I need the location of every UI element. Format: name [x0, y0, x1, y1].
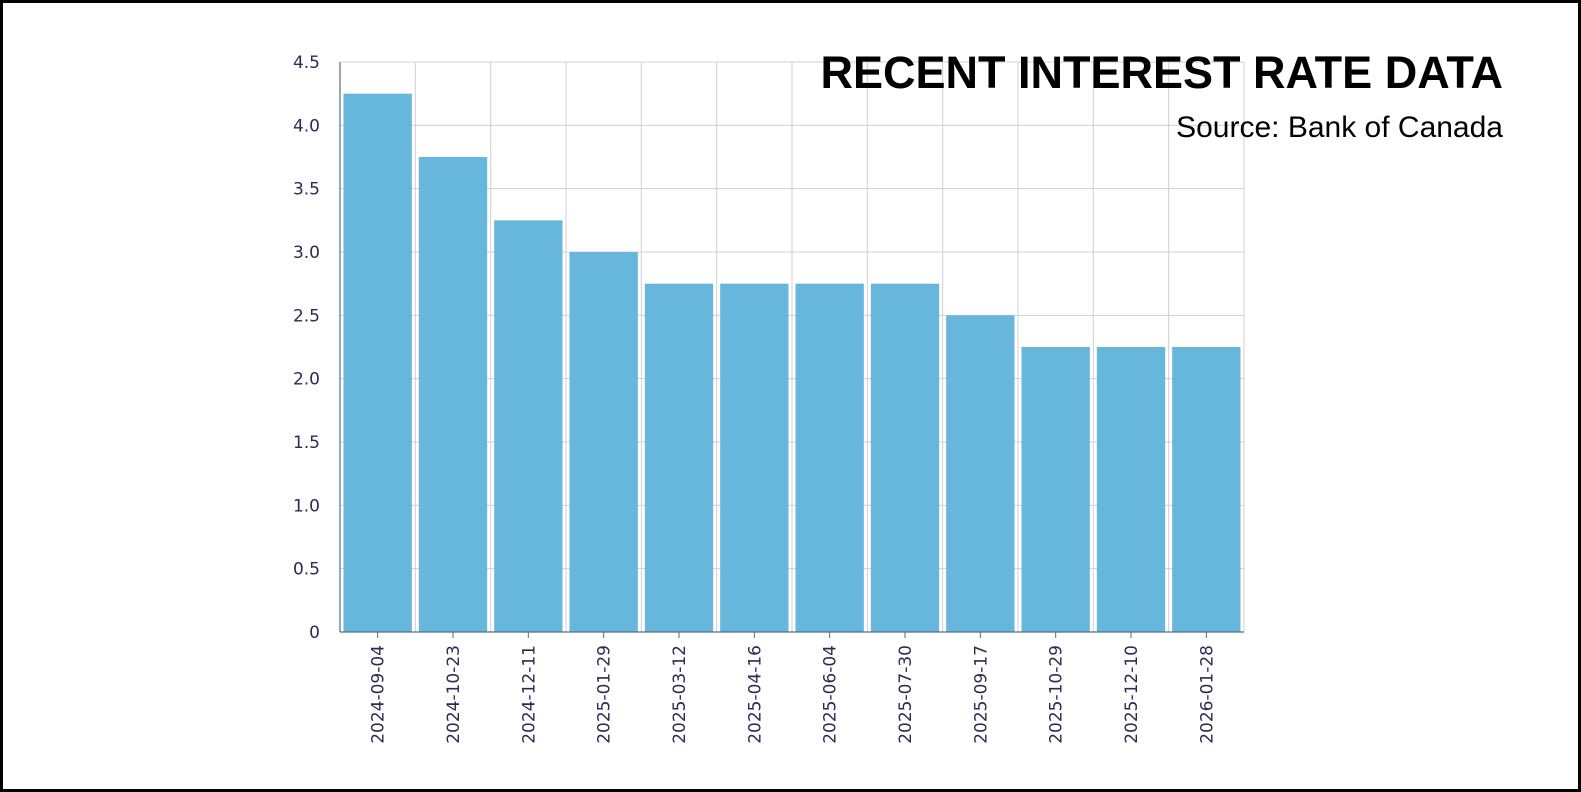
bar: [644, 283, 714, 632]
x-tick-label: 2024-10-23: [444, 645, 464, 744]
y-tick-label: 2.5: [293, 306, 320, 326]
y-tick-label: 0: [309, 623, 320, 643]
bar: [795, 283, 864, 632]
bar: [1021, 347, 1090, 632]
y-tick-label: 4.5: [293, 53, 320, 73]
chart-title: RECENT INTEREST RATE DATA: [821, 47, 1504, 98]
x-tick-label: 2025-07-30: [896, 645, 916, 744]
bar: [1172, 347, 1241, 632]
x-tick-label: 2026-01-28: [1197, 645, 1217, 744]
x-tick-label: 2025-10-29: [1047, 645, 1067, 744]
x-tick-label: 2024-09-04: [369, 645, 389, 744]
x-tick-label: 2025-04-16: [745, 645, 765, 744]
x-tick-label: 2025-12-10: [1122, 645, 1142, 744]
y-tick-label: 4.0: [293, 116, 320, 136]
bar: [720, 283, 789, 632]
x-tick-label: 2025-03-12: [670, 645, 690, 744]
bar: [946, 315, 1015, 632]
y-tick-label: 3.0: [293, 243, 320, 263]
y-tick-labels: 0 0.5 1.0 1.5 2.0 2.5 3.0 3.5 4.0 4.5: [293, 53, 320, 643]
axes: [339, 62, 1244, 638]
y-tick-label: 1.5: [293, 433, 320, 453]
bar: [494, 220, 563, 633]
bar: [1096, 347, 1166, 632]
bar: [870, 283, 940, 632]
x-tick-labels: 2024-09-04 2024-10-23 2024-12-11 2025-01-29…: [369, 645, 1218, 744]
y-tick-label: 0.5: [293, 560, 320, 580]
y-tick-label: 3.5: [293, 180, 320, 200]
x-tick-label: 2025-09-17: [971, 645, 991, 744]
y-tick-label: 2.0: [293, 370, 320, 390]
bar: [343, 93, 412, 632]
bars: [343, 93, 1241, 633]
x-tick-label: 2025-01-29: [595, 645, 615, 744]
chart-subtitle: Source: Bank of Canada: [1176, 111, 1503, 144]
x-tick-label: 2025-06-04: [821, 645, 841, 744]
bar: [418, 157, 488, 632]
y-tick-label: 1.0: [293, 496, 320, 516]
x-tick-label: 2024-12-11: [519, 645, 539, 744]
bar: [569, 252, 638, 632]
